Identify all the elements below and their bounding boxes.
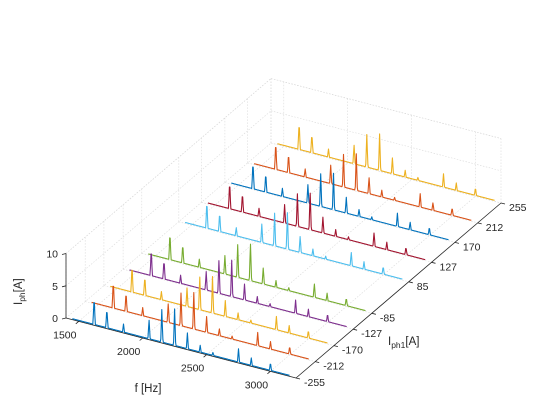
x-tick-mark: [267, 370, 271, 375]
axes-layer: 1500 2000 2500 3000 -255 -212 -170 -127 -85 85 127…: [46, 202, 526, 391]
y-tick-mark: [477, 222, 482, 225]
z-tick-mark: [61, 253, 67, 255]
y-tick-label: -255: [304, 377, 325, 389]
z-tick-label: 5: [52, 281, 58, 293]
z-tick-label: 0: [52, 313, 58, 325]
y-tick-label: 85: [417, 281, 429, 293]
x-tick-mark: [203, 354, 207, 358]
y-tick-label: -170: [342, 345, 363, 357]
y-tick-label: -85: [380, 312, 395, 324]
y-axis-label: Iph1[A]: [388, 336, 419, 350]
spectrum-trace: [91, 285, 309, 360]
spectrum-trace: [148, 237, 366, 312]
floor-grid-level: [85, 301, 316, 362]
y-tick-label: 255: [509, 202, 527, 214]
y-tick-mark: [295, 377, 301, 380]
x-tick-label: 3000: [245, 379, 269, 391]
spectrum-trace: [207, 186, 426, 261]
y-tick-label: 127: [440, 261, 458, 273]
spectrum-trace: [72, 302, 290, 376]
y-tick-label: -127: [361, 328, 382, 340]
wall-grid-z: [65, 78, 272, 254]
z-axis-label: Iph[A]: [13, 278, 27, 305]
z-axis-label-main: I: [13, 302, 25, 305]
y-axis-label-sub: ph1: [391, 340, 405, 350]
x-tick-label: 1500: [53, 329, 77, 341]
floor-grid-level: [247, 162, 478, 224]
floor-grid-level: [123, 268, 354, 330]
y-axis-label-unit: [A]: [405, 336, 419, 348]
spectrum-trace: [129, 253, 347, 328]
x-tick-mark: [75, 320, 80, 325]
z-tick-label: 10: [46, 249, 58, 261]
x-tick-label: 2000: [117, 346, 141, 358]
grid-layer: [65, 78, 502, 379]
y-tick-mark: [454, 242, 459, 244]
spectrum-trace: [277, 127, 495, 201]
label-layer: f [Hz] Iph1[A] Iph[A]: [13, 278, 419, 395]
floor-grid-level: [141, 253, 372, 314]
floor-grid-level: [178, 221, 409, 283]
y-tick-mark: [353, 328, 358, 331]
z-axis-label-sub: ph: [17, 292, 27, 302]
y-tick-label: 212: [486, 222, 504, 234]
floor-grid-x: [270, 196, 476, 372]
y-tick-mark: [408, 281, 413, 284]
y-tick-label: -212: [323, 361, 344, 373]
spectrum-trace: [231, 166, 449, 241]
y-tick-mark: [371, 312, 376, 315]
floor-grid-level: [201, 202, 432, 263]
floor-grid-x: [142, 162, 348, 339]
wall-grid-z: [65, 142, 272, 319]
wall-grid-z-right: [270, 110, 502, 172]
wall-grid-z-right: [270, 142, 502, 204]
spectrum-trace: [184, 205, 403, 280]
wall-grid-z-right: [270, 78, 502, 139]
z-tick-mark: [61, 285, 67, 288]
x-tick-mark: [139, 337, 143, 341]
trace-layer: [72, 127, 495, 376]
spectrum-trace: [253, 147, 472, 221]
y-tick-label: 170: [463, 241, 481, 253]
z-axis-label-unit: [A]: [13, 278, 25, 292]
x-tick-label: 2500: [181, 363, 205, 375]
z-tick-mark: [61, 317, 67, 320]
y-tick-mark: [431, 261, 436, 264]
floor-grid-level: [103, 285, 334, 346]
y-tick-mark: [315, 361, 320, 363]
x-axis-label: f [Hz]: [135, 383, 162, 395]
y-axis-label-main: I: [388, 336, 391, 348]
y-tick-mark: [333, 345, 338, 347]
y-axis-line: [295, 202, 502, 379]
y-tick-mark: [500, 202, 506, 205]
x-axis-line: [65, 317, 297, 379]
spectrum-trace: [110, 269, 328, 344]
floor-grid-level: [224, 182, 455, 243]
